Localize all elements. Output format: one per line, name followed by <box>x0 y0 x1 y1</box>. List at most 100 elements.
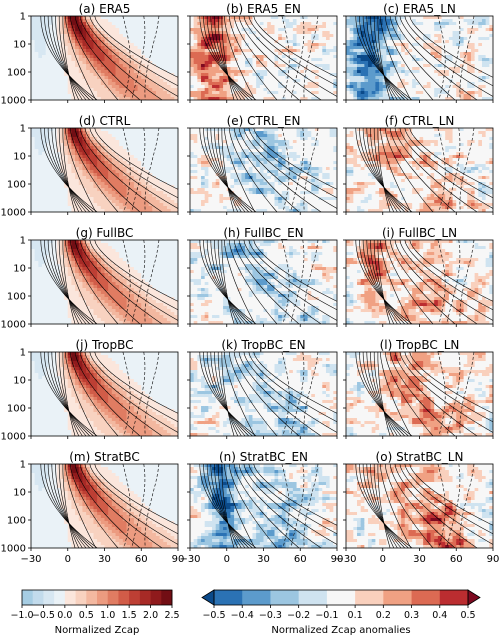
heatmap-cell <box>241 61 246 65</box>
heatmap-cell <box>86 167 91 171</box>
heatmap-cell <box>234 91 239 95</box>
heatmap-cell <box>93 191 98 195</box>
heatmap-cell <box>42 16 47 20</box>
heatmap-cell <box>82 40 87 44</box>
heatmap-cell <box>437 22 443 26</box>
heatmap-cell <box>419 43 424 47</box>
heatmap-cell <box>137 176 142 180</box>
heatmap-cell <box>289 76 294 80</box>
heatmap-cell <box>67 170 73 174</box>
heatmap-cell <box>296 85 301 89</box>
heatmap-cell <box>360 19 365 23</box>
heatmap-cell <box>346 82 351 86</box>
heatmap-cell <box>119 70 124 74</box>
heatmap-cell <box>325 85 331 89</box>
heatmap-cell <box>481 64 487 68</box>
heatmap-cell <box>485 67 490 71</box>
heatmap-cell <box>415 31 421 35</box>
heatmap-cell <box>289 58 294 62</box>
heatmap-cell <box>423 49 428 53</box>
heatmap-cell <box>201 191 206 195</box>
heatmap-cell <box>274 79 279 83</box>
heatmap-cell <box>452 97 457 100</box>
heatmap-cell <box>100 16 106 20</box>
heatmap-cell <box>42 55 47 59</box>
heatmap-cell <box>307 79 312 83</box>
heatmap-cell <box>174 88 178 92</box>
heatmap-cell <box>104 167 109 171</box>
heatmap-cell <box>197 155 202 159</box>
heatmap-cell <box>190 91 195 95</box>
heatmap-cell <box>93 155 98 159</box>
heatmap-cell <box>489 88 493 92</box>
heatmap-cell <box>474 31 479 35</box>
heatmap-cell <box>274 52 279 56</box>
heatmap-cell <box>166 85 172 89</box>
heatmap-cell <box>111 55 117 59</box>
heatmap-cell <box>42 167 47 171</box>
heatmap-cell <box>130 128 135 132</box>
heatmap-cell <box>285 43 290 47</box>
heatmap-cell <box>67 173 73 177</box>
heatmap-cell <box>448 49 454 53</box>
heatmap-cell <box>230 134 235 138</box>
heatmap-cell <box>159 25 164 29</box>
heatmap-cell <box>86 52 91 56</box>
heatmap-cell <box>82 22 87 26</box>
heatmap-cell <box>71 88 76 92</box>
heatmap-cell <box>170 25 175 29</box>
heatmap-cell <box>86 179 91 183</box>
heatmap-cell <box>445 49 450 53</box>
heatmap-cell <box>445 28 450 32</box>
heatmap-cell <box>144 128 150 132</box>
heatmap-cell <box>346 79 351 83</box>
heatmap-cell <box>193 16 198 20</box>
heatmap-cell <box>60 137 65 141</box>
heatmap-cell <box>111 22 117 26</box>
heatmap-cell <box>237 137 243 141</box>
heatmap-cell <box>241 64 246 68</box>
heatmap-cell <box>122 176 128 180</box>
heatmap-cell <box>155 52 161 56</box>
heatmap-cell <box>423 73 428 77</box>
heatmap-cell <box>248 79 254 83</box>
contour-line <box>370 16 398 100</box>
heatmap-cell <box>274 34 279 38</box>
heatmap-cell <box>38 170 43 174</box>
heatmap-cell <box>104 28 109 32</box>
heatmap-cell <box>470 49 476 53</box>
heatmap-cell <box>86 185 91 189</box>
heatmap-cell <box>104 16 109 20</box>
heatmap-cell <box>122 40 128 44</box>
heatmap-cell <box>155 149 161 153</box>
heatmap-cell <box>197 152 202 156</box>
heatmap-cell <box>97 167 102 171</box>
heatmap-cell <box>49 200 54 204</box>
heatmap-cell <box>122 179 128 183</box>
heatmap-cell <box>152 200 157 204</box>
heatmap-cell <box>281 43 287 47</box>
heatmap-cell <box>38 88 43 92</box>
heatmap-cell <box>170 170 175 174</box>
heatmap-cell <box>144 49 150 53</box>
heatmap-cell <box>60 22 65 26</box>
heatmap-cell <box>357 97 362 100</box>
heatmap-cell <box>364 31 369 35</box>
heatmap-cell <box>434 28 439 32</box>
heatmap-cell <box>45 40 50 44</box>
heatmap-cell <box>141 137 146 141</box>
heatmap-cell <box>141 161 146 165</box>
heatmap-cell <box>97 131 102 135</box>
heatmap-cell <box>190 137 195 141</box>
heatmap-cell <box>86 94 91 98</box>
heatmap-cell <box>163 34 168 38</box>
heatmap-cell <box>346 67 351 71</box>
heatmap-cell <box>423 85 428 89</box>
heatmap-cell <box>174 170 178 174</box>
heatmap-cell <box>390 88 395 92</box>
heatmap-cell <box>397 73 402 77</box>
heatmap-cell <box>174 70 178 74</box>
heatmap-cell <box>208 200 213 204</box>
heatmap-cell <box>208 191 213 195</box>
heatmap-cell <box>53 203 58 207</box>
